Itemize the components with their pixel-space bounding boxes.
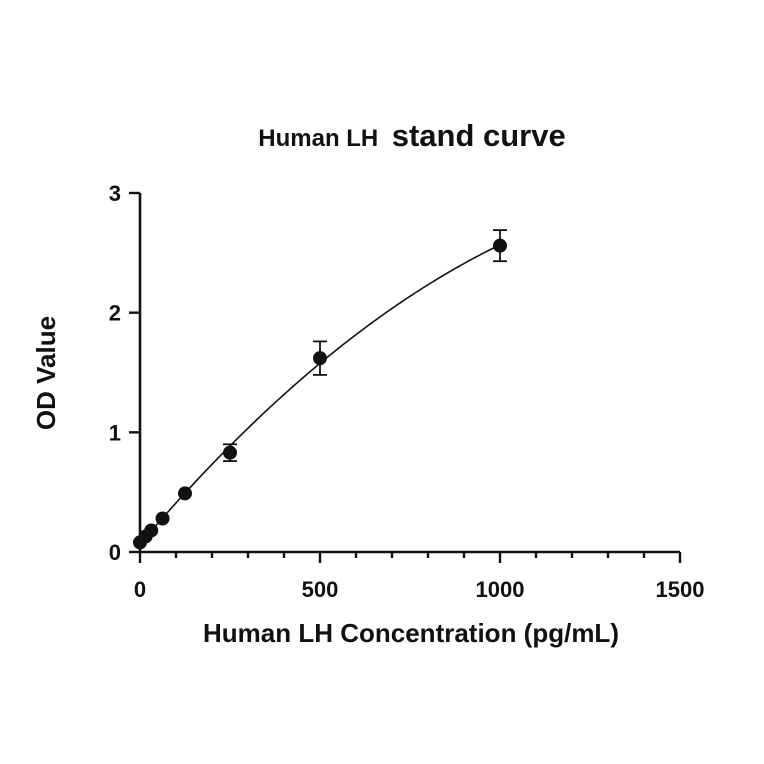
x-tick-label: 0 — [134, 577, 146, 602]
fit-curve — [139, 244, 501, 545]
data-point — [313, 351, 327, 366]
x-tick-label: 1000 — [476, 577, 525, 602]
error-bars — [223, 229, 507, 462]
data-point — [178, 486, 192, 501]
data-point — [144, 523, 159, 538]
chart-title: Human LH stand curve — [258, 118, 565, 153]
ticks: 0 1 2 3 0 500 1000 1500 — [109, 181, 705, 602]
y-axis-label: OD Value — [31, 316, 61, 430]
x-tick-label: 1500 — [656, 577, 705, 602]
y-axis-label-group: OD Value — [31, 316, 61, 430]
y-tick-label: 3 — [109, 181, 121, 206]
data-point — [155, 511, 170, 526]
y-tick-label: 2 — [109, 301, 121, 326]
y-tick-label: 0 — [109, 540, 121, 565]
chart-title-part1: Human LH — [258, 125, 378, 152]
data-point — [223, 445, 237, 460]
data-point — [493, 238, 507, 253]
chart-title-part2: stand curve — [392, 118, 566, 153]
fit-curve-group — [139, 244, 501, 545]
x-axis-label: Human LH Concentration (pg/mL) — [203, 618, 619, 648]
data-points — [133, 238, 507, 550]
axes — [138, 193, 680, 554]
y-tick-label: 1 — [109, 420, 121, 445]
x-tick-label: 500 — [302, 577, 339, 602]
